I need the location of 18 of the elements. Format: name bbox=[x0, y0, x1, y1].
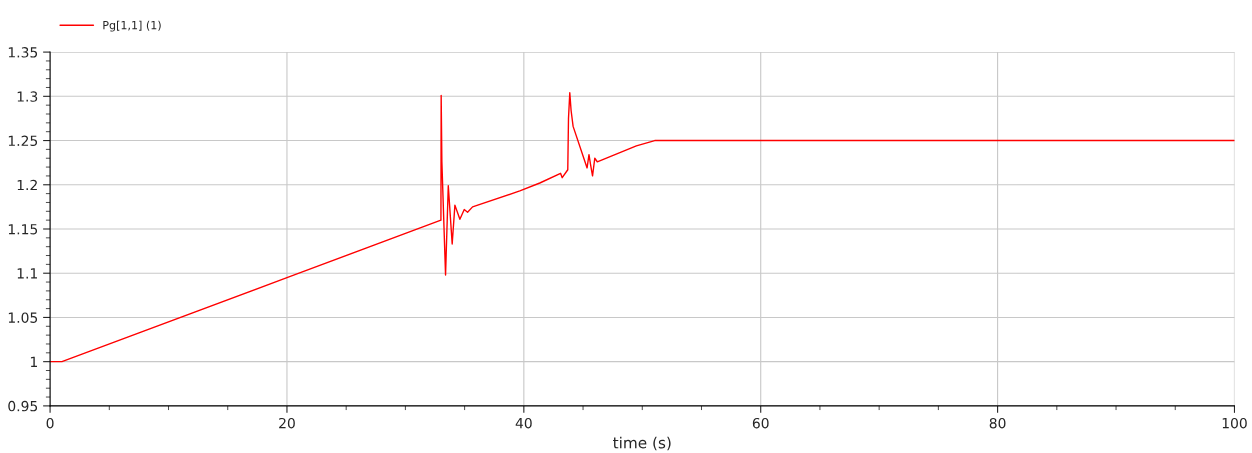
x-tick-label: 40 bbox=[515, 417, 532, 429]
x-tick-label: 0 bbox=[46, 417, 54, 429]
x-tick-label: 100 bbox=[1222, 417, 1247, 429]
y-tick-label: 1.05 bbox=[8, 312, 38, 323]
x-tick-label: 80 bbox=[989, 417, 1006, 429]
x-tick-label: 60 bbox=[752, 417, 769, 429]
x-axis-title: time (s) bbox=[613, 436, 671, 451]
y-tick-label: 1.3 bbox=[17, 91, 38, 102]
line-series bbox=[50, 92, 1235, 363]
x-tick-label: 20 bbox=[279, 417, 295, 429]
y-tick-label: 1.1 bbox=[17, 268, 37, 279]
y-tick-label: 0.95 bbox=[8, 400, 38, 412]
y-tick-label: 1 bbox=[30, 356, 37, 367]
legend-label: Pg[1,1] (1) bbox=[103, 20, 161, 32]
y-tick-label: 1.25 bbox=[8, 135, 38, 147]
y-tick-label: 1.35 bbox=[8, 47, 38, 58]
y-tick-label: 1.15 bbox=[8, 224, 38, 235]
y-tick-label: 1.2 bbox=[17, 179, 37, 191]
